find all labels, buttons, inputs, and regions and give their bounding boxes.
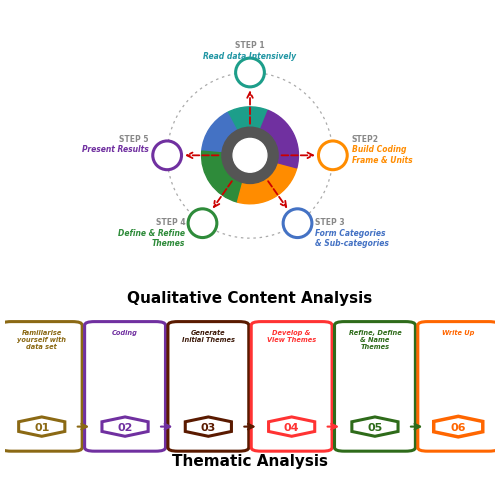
Polygon shape: [102, 417, 148, 436]
Text: STEP2: STEP2: [352, 134, 378, 144]
Polygon shape: [18, 417, 65, 436]
Text: 05: 05: [368, 422, 382, 432]
FancyBboxPatch shape: [2, 322, 82, 451]
Text: 01: 01: [34, 422, 50, 432]
Text: STEP 5: STEP 5: [119, 134, 148, 144]
Wedge shape: [260, 111, 298, 168]
FancyBboxPatch shape: [168, 322, 249, 451]
Polygon shape: [352, 417, 398, 436]
Text: Refine, Define
& Name
Themes: Refine, Define & Name Themes: [348, 329, 402, 349]
Text: Define & Refine
Themes: Define & Refine Themes: [118, 228, 186, 248]
Text: Write Up: Write Up: [442, 329, 474, 335]
Circle shape: [236, 59, 264, 88]
Wedge shape: [227, 108, 268, 131]
Text: Present Results: Present Results: [82, 145, 148, 154]
FancyBboxPatch shape: [418, 322, 498, 451]
Polygon shape: [434, 417, 483, 437]
FancyBboxPatch shape: [84, 322, 166, 451]
Circle shape: [222, 128, 278, 184]
Text: 06: 06: [450, 422, 466, 432]
Text: Develop &
View Themes: Develop & View Themes: [267, 329, 316, 342]
Text: Qualitative Content Analysis: Qualitative Content Analysis: [128, 291, 372, 306]
Text: Build Coding
Frame & Units: Build Coding Frame & Units: [352, 145, 412, 165]
Text: 02: 02: [118, 422, 132, 432]
Text: Generate
Initial Themes: Generate Initial Themes: [182, 329, 235, 342]
Text: 04: 04: [284, 422, 300, 432]
Polygon shape: [186, 417, 232, 436]
Text: Coding: Coding: [112, 329, 138, 335]
Wedge shape: [202, 113, 237, 154]
Circle shape: [283, 209, 312, 238]
Text: STEP 3: STEP 3: [314, 218, 344, 227]
Text: STEP 1: STEP 1: [235, 41, 265, 50]
Circle shape: [188, 209, 217, 238]
Text: Read data Intensively: Read data Intensively: [204, 51, 296, 60]
Wedge shape: [238, 163, 297, 204]
Circle shape: [153, 142, 182, 170]
Text: Famillarise
yourself with
data set: Famillarise yourself with data set: [17, 329, 66, 349]
Circle shape: [233, 139, 267, 173]
Text: Form Categories
& Sub-categories: Form Categories & Sub-categories: [314, 228, 388, 248]
Text: 03: 03: [200, 422, 216, 432]
Circle shape: [318, 142, 347, 170]
Text: STEP 4: STEP 4: [156, 218, 186, 227]
Wedge shape: [202, 152, 242, 203]
Text: Thematic Analysis: Thematic Analysis: [172, 453, 328, 468]
Polygon shape: [268, 417, 314, 436]
FancyBboxPatch shape: [334, 322, 415, 451]
FancyBboxPatch shape: [251, 322, 332, 451]
